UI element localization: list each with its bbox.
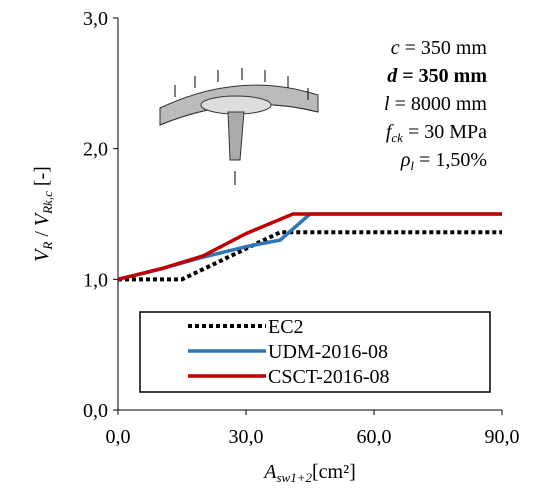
label-part: V: [31, 211, 53, 226]
y-tick-label: 2,0: [83, 139, 108, 161]
y-tick-label: 1,0: [83, 269, 108, 291]
legend-label: UDM-2016-08: [268, 341, 388, 363]
label-part: = 30 MPa: [403, 121, 487, 143]
label-part: = 350 mm: [397, 65, 487, 87]
x-tick-label: 0,0: [106, 426, 131, 448]
x-axis-label: Asw1+2[cm²]: [262, 461, 355, 485]
y-axis-label: VR / VRk,c [-]: [31, 166, 55, 262]
label-part: R: [40, 242, 55, 251]
label-part: f: [386, 121, 394, 143]
label-part: ck: [391, 130, 403, 145]
x-tick-label: 90,0: [485, 426, 520, 448]
slab-illustration: [159, 68, 319, 185]
label-part: d: [387, 65, 398, 87]
label-part: l: [384, 93, 390, 115]
label-part: c: [391, 37, 400, 59]
label-part: /: [31, 226, 53, 242]
label-part: ρ: [400, 149, 411, 171]
x-tick-label: 30,0: [229, 426, 264, 448]
y-tick-label: 3,0: [83, 8, 108, 30]
annotation: d = 350 mm: [387, 65, 487, 87]
label-part: = 1,50%: [414, 149, 487, 171]
annotation: c = 350 mm: [391, 37, 488, 59]
label-part: [-]: [31, 166, 53, 191]
label-part: Rk,c: [40, 191, 55, 215]
label-part: V: [31, 247, 53, 262]
y-tick-label: 0,0: [83, 400, 108, 422]
legend-label: CSCT-2016-08: [268, 366, 390, 388]
legend-label: EC2: [268, 316, 304, 338]
annotation: l = 8000 mm: [384, 93, 487, 115]
label-part: = 350 mm: [400, 37, 488, 59]
x-tick-label: 60,0: [357, 426, 392, 448]
series-line: [117, 212, 502, 282]
label-part: sw1+2: [276, 470, 312, 485]
label-part: A: [262, 461, 277, 483]
annotation: ρl = 1,50%: [400, 149, 487, 173]
series-line: [117, 212, 502, 282]
label-part: = 8000 mm: [390, 93, 488, 115]
label-part: [cm²]: [312, 461, 356, 483]
series-line: [118, 230, 502, 282]
annotation: fck = 30 MPa: [386, 121, 487, 145]
label-part: l: [410, 158, 414, 173]
